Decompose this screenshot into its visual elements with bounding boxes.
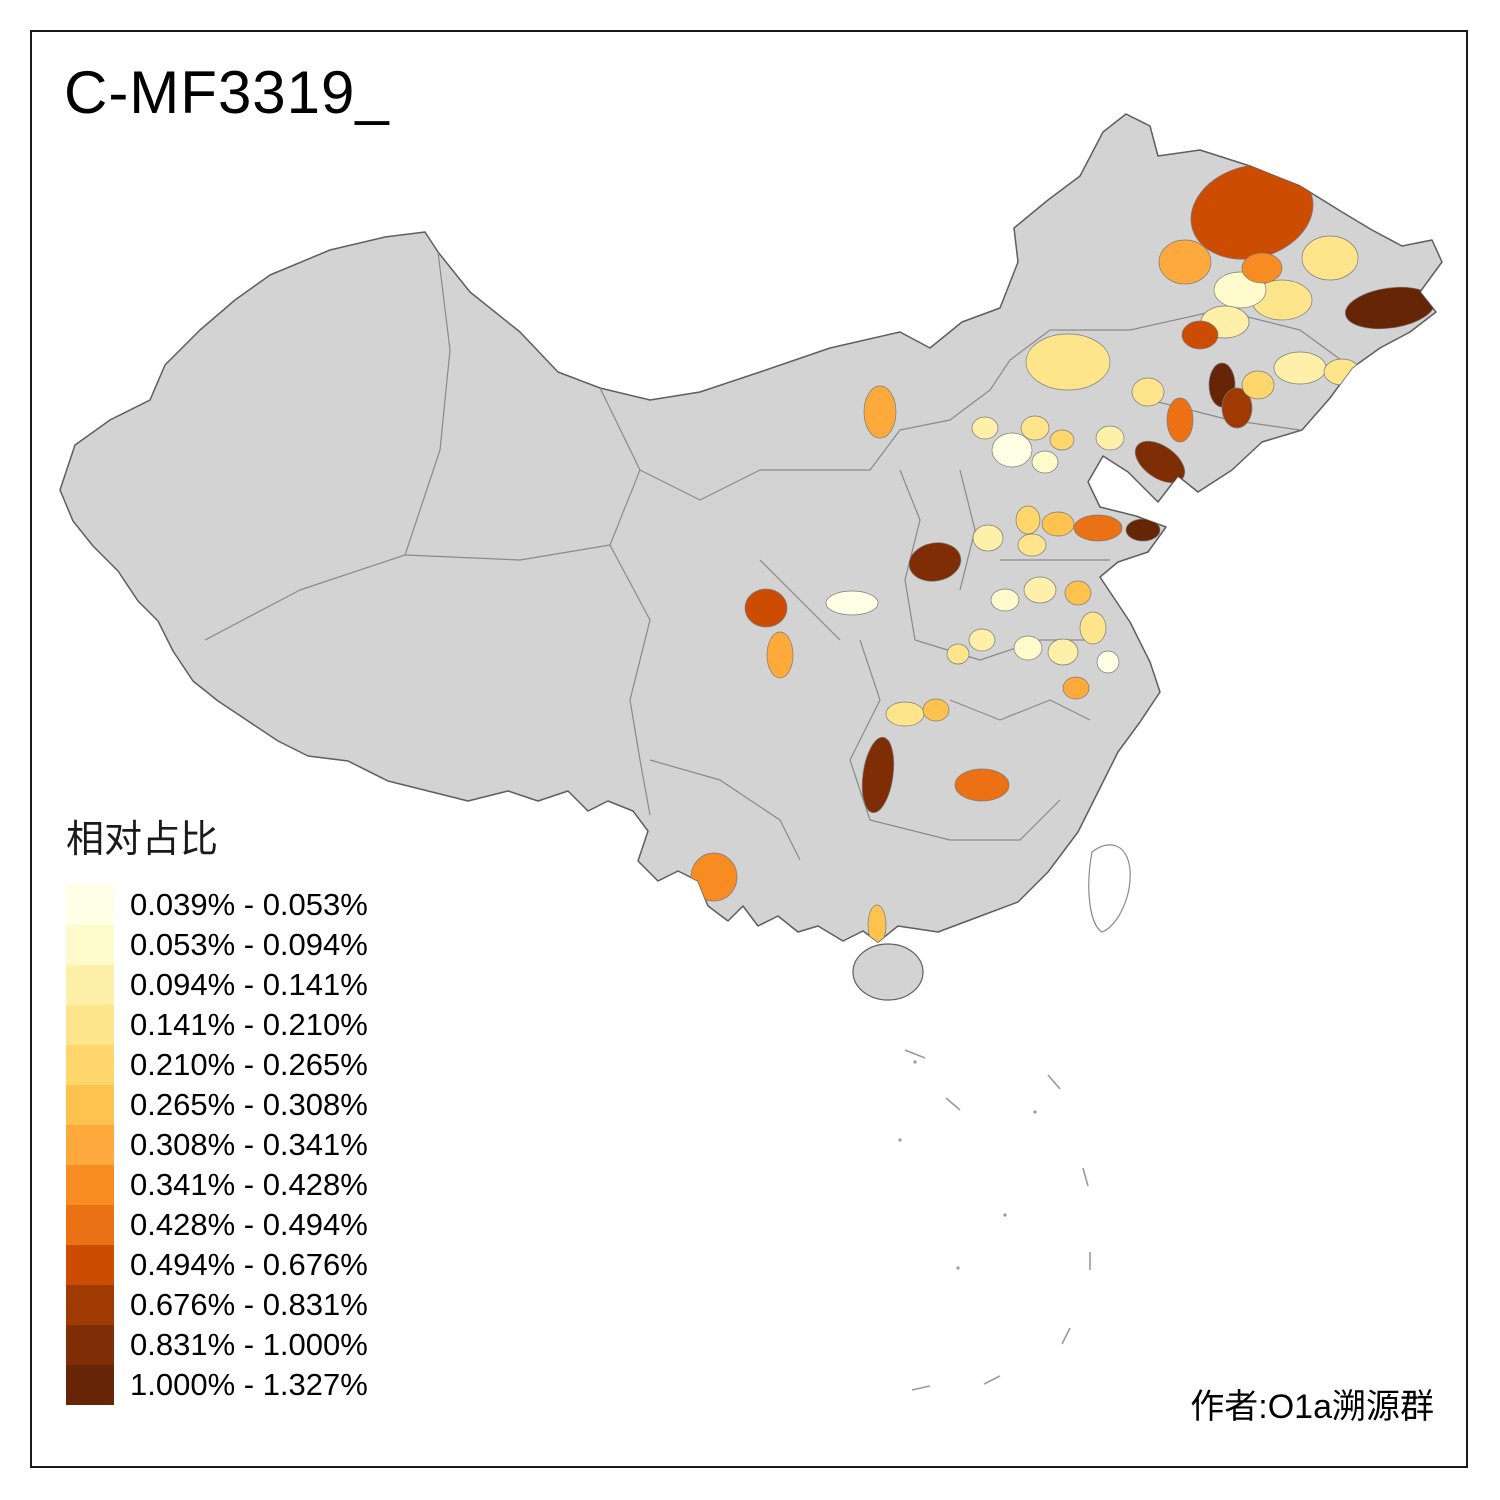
legend-label: 0.141% - 0.210% — [130, 1007, 368, 1042]
legend-label: 0.053% - 0.094% — [130, 927, 368, 962]
region-patch — [922, 698, 950, 722]
region-patch — [991, 432, 1033, 468]
legend-label: 0.341% - 0.428% — [130, 1167, 368, 1202]
region-patch — [1049, 429, 1075, 451]
region-patch — [972, 524, 1004, 552]
region-patch — [1013, 635, 1043, 661]
legend-row: 0.831% - 1.000% — [66, 1325, 368, 1365]
legend-title: 相对占比 — [66, 819, 219, 861]
region-patch — [1241, 252, 1283, 284]
region-patch — [968, 628, 996, 652]
region-patch — [861, 736, 895, 814]
taiwan-island — [1088, 844, 1131, 933]
region-patch — [1017, 533, 1047, 557]
legend-label: 0.308% - 0.341% — [130, 1127, 368, 1162]
region-patch — [946, 643, 970, 665]
legend-swatch — [66, 1325, 114, 1365]
region-patch — [908, 542, 962, 582]
region-patch — [1221, 387, 1253, 429]
legend-swatch — [66, 1085, 114, 1125]
region-patch — [954, 768, 1010, 802]
region-patch — [1073, 514, 1123, 542]
region-patch — [1079, 611, 1107, 645]
region-patch — [1020, 415, 1050, 441]
attribution-text: 作者:O1a溯源群 — [1190, 1388, 1434, 1426]
region-patch — [1131, 377, 1165, 407]
legend-row: 0.141% - 0.210% — [66, 1005, 368, 1045]
legend-label: 0.039% - 0.053% — [130, 887, 368, 922]
sea-dash-line — [898, 1049, 1091, 1391]
legend-row: 0.039% - 0.053% — [66, 885, 368, 925]
legend-swatch — [66, 885, 114, 925]
region-patch — [1031, 450, 1059, 474]
region-patch — [1181, 320, 1219, 350]
region-patch — [1096, 650, 1120, 674]
legend-swatch — [66, 1125, 114, 1165]
legend-row: 0.265% - 0.308% — [66, 1085, 368, 1125]
region-patch — [1134, 440, 1186, 484]
legend-row: 0.308% - 0.341% — [66, 1125, 368, 1165]
legend-row: 0.494% - 0.676% — [66, 1245, 368, 1285]
page-title: C-MF3319_ — [64, 59, 390, 126]
region-patch — [1241, 370, 1275, 400]
legend-row: 0.428% - 0.494% — [66, 1205, 368, 1245]
plot-frame — [30, 30, 1468, 1468]
legend-row: 0.676% - 0.831% — [66, 1285, 368, 1325]
region-patch — [1023, 576, 1057, 604]
china-map-outline — [59, 113, 1443, 943]
legend-rows: 0.039% - 0.053% 0.053% - 0.094% 0.094% - 0… — [66, 885, 368, 1405]
region-patch — [1015, 505, 1041, 535]
legend-swatch — [66, 1005, 114, 1045]
legend-label: 0.094% - 0.141% — [130, 967, 368, 1002]
legend-row: 1.000% - 1.327% — [66, 1365, 368, 1405]
legend-swatch — [66, 1285, 114, 1325]
region-patch — [971, 416, 999, 440]
legend-label: 0.210% - 0.265% — [130, 1047, 368, 1082]
region-patch — [1095, 425, 1125, 451]
region-patch — [1025, 333, 1111, 391]
region-patch — [766, 631, 794, 679]
legend-swatch — [66, 1365, 114, 1405]
legend-row: 0.094% - 0.141% — [66, 965, 368, 1005]
region-patch — [744, 588, 788, 628]
legend: 相对占比 0.039% - 0.053% 0.053% - 0.094% 0.094… — [66, 808, 368, 1405]
region-patch — [1047, 638, 1079, 666]
legend-swatch — [66, 965, 114, 1005]
hainan-island — [852, 943, 924, 1001]
legend-label: 1.000% - 1.327% — [130, 1367, 368, 1402]
region-patch — [1158, 239, 1212, 285]
legend-swatch — [66, 1045, 114, 1085]
region-patch — [863, 385, 897, 439]
region-patch — [690, 852, 738, 902]
legend-label: 0.831% - 1.000% — [130, 1327, 368, 1362]
legend-row: 0.210% - 0.265% — [66, 1045, 368, 1085]
legend-row: 0.053% - 0.094% — [66, 925, 368, 965]
legend-label: 0.676% - 0.831% — [130, 1287, 368, 1322]
legend-swatch — [66, 925, 114, 965]
legend-swatch — [66, 1205, 114, 1245]
legend-label: 0.265% - 0.308% — [130, 1087, 368, 1122]
region-patch — [1125, 518, 1161, 542]
region-patch — [990, 588, 1020, 612]
region-patch — [1301, 235, 1359, 281]
legend-swatch — [66, 1245, 114, 1285]
legend-label: 0.428% - 0.494% — [130, 1207, 368, 1242]
region-patch — [825, 590, 879, 616]
region-patch — [1064, 580, 1092, 606]
region-patch — [867, 904, 887, 942]
region-patch — [1062, 676, 1090, 700]
choropleth-patches — [690, 164, 1435, 942]
legend-label: 0.494% - 0.676% — [130, 1247, 368, 1282]
legend-swatch — [66, 1165, 114, 1205]
region-patch — [1166, 397, 1194, 443]
legend-row: 0.341% - 0.428% — [66, 1165, 368, 1205]
region-patch — [1041, 511, 1075, 537]
